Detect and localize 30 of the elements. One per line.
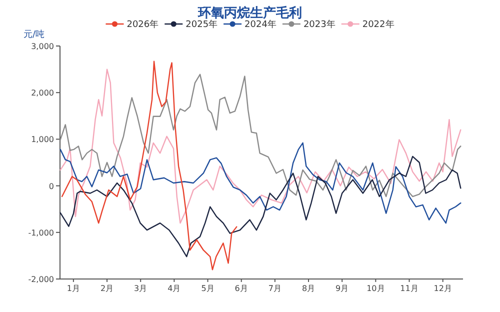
line-series — [60, 74, 462, 198]
x-tick-label: 9月 — [336, 284, 349, 293]
y-axis-title: 元/吨 — [23, 29, 45, 40]
legend-label: 2022年 — [362, 19, 394, 30]
y-tick-label: 2,000 — [31, 88, 54, 98]
y-tick-label: 1,000 — [31, 135, 54, 144]
legend-label: 2023年 — [303, 19, 336, 30]
x-tick-label: 6月 — [234, 284, 248, 293]
line-series — [61, 60, 238, 270]
line-series — [60, 156, 462, 258]
line-series — [60, 68, 462, 224]
line-series — [60, 142, 462, 224]
x-tick-label: 8月 — [302, 284, 316, 293]
x-tick-label: 10月 — [366, 284, 385, 293]
x-tick-label: 3月 — [134, 284, 148, 293]
y-tick-label: 0 — [48, 182, 54, 191]
chart-title: 环氧丙烷生产毛利 — [197, 5, 302, 21]
x-tick-label: 2月 — [100, 284, 114, 293]
x-tick-label: 11月 — [400, 284, 418, 293]
x-tick-label: 7月 — [268, 284, 282, 293]
x-tick-label: 5月 — [201, 284, 214, 293]
legend-label: 2024年 — [244, 19, 276, 30]
y-tick-label: -1,000 — [28, 228, 54, 238]
y-tick-label: -2,000 — [28, 275, 54, 284]
x-tick-label: 4月 — [168, 284, 181, 293]
y-tick-label: 3,000 — [31, 42, 54, 51]
x-tick-label: 1月 — [66, 284, 80, 293]
legend-label: 2025年 — [186, 19, 218, 30]
legend-label: 2026年 — [126, 19, 159, 30]
x-tick-label: 12月 — [434, 284, 452, 293]
